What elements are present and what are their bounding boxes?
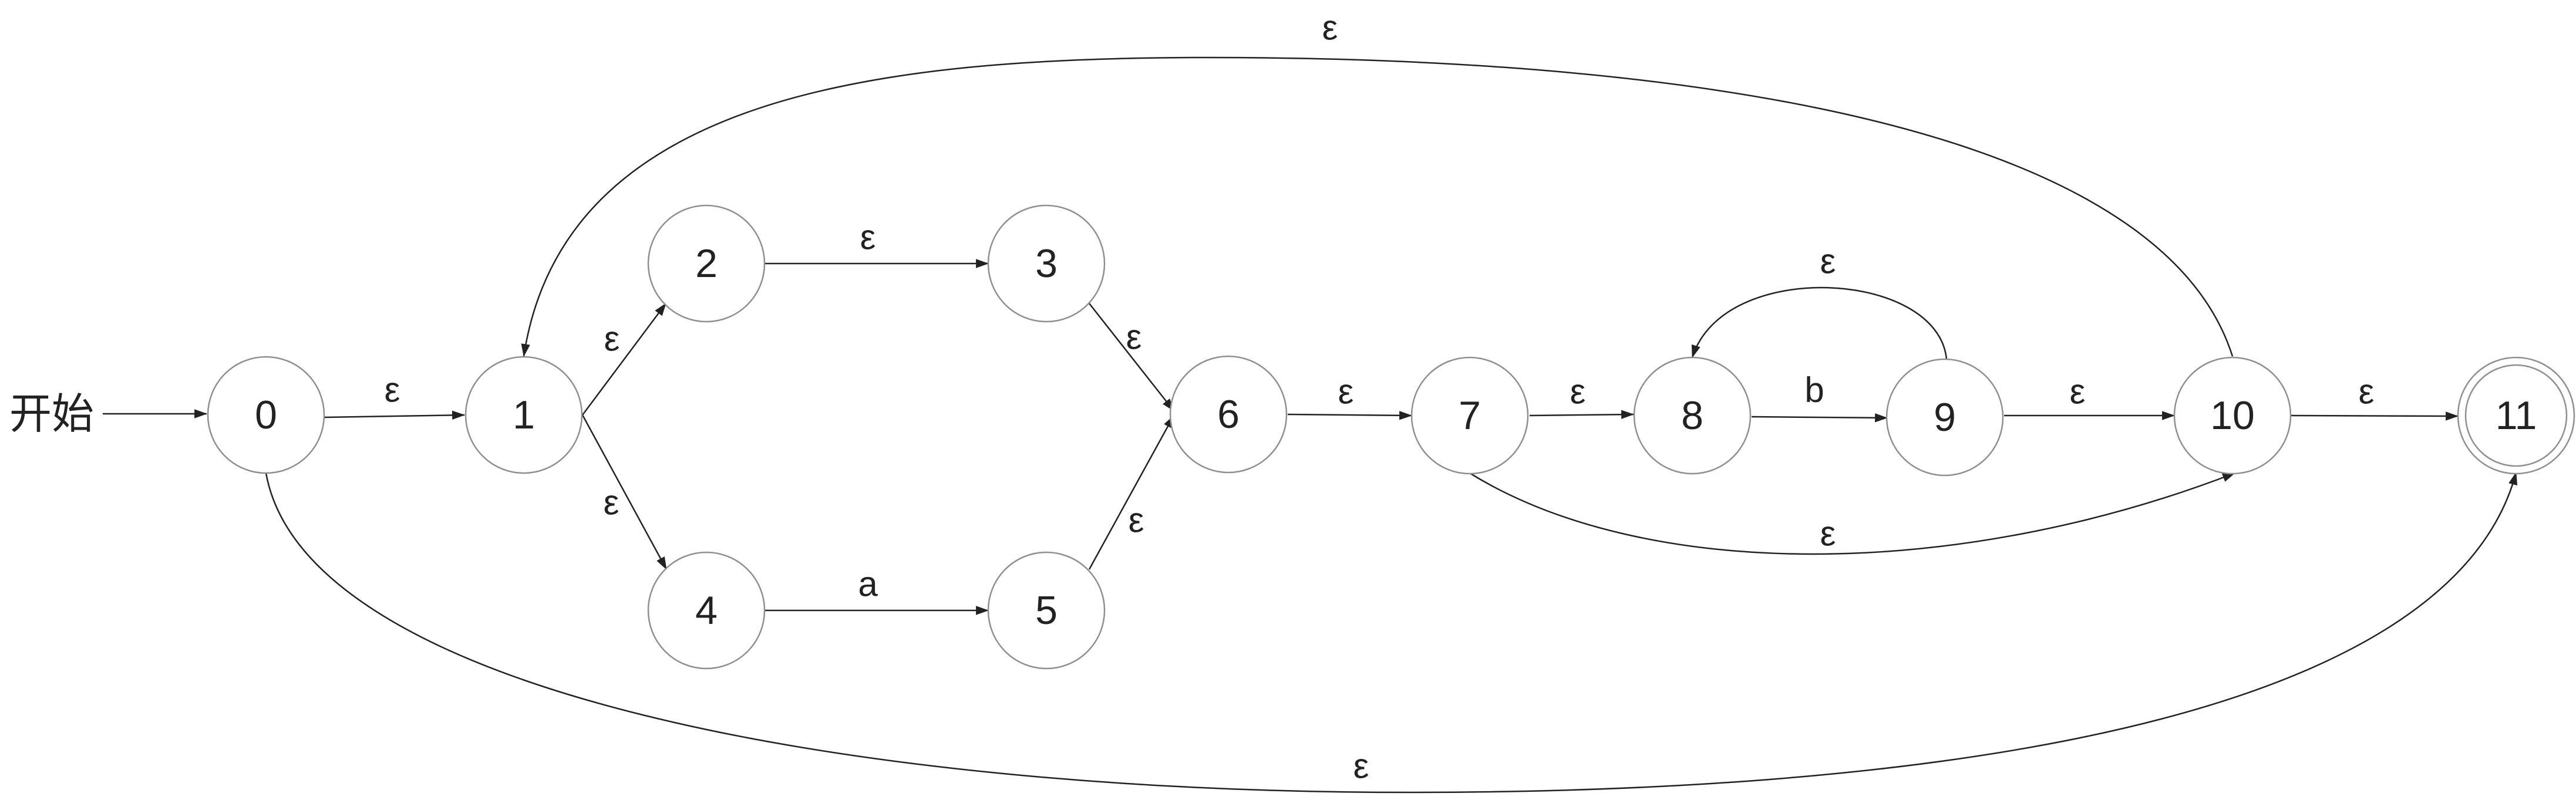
- state-label-10: 10: [2210, 393, 2255, 438]
- state-label-5: 5: [1035, 588, 1058, 633]
- state-circle-2: [647, 204, 766, 323]
- state-label-4: 4: [695, 588, 718, 633]
- transition-label-5-to-6: ε: [1129, 501, 1144, 540]
- transition-labels-layer: ε ε ε ε a ε ε ε ε b ε ε ε ε ε ε: [385, 8, 2375, 786]
- state-circle-3: [987, 204, 1106, 323]
- state-5: 5: [987, 551, 1106, 670]
- transition-label-2-to-3: ε: [860, 218, 876, 257]
- transition-5-to-6: [1088, 415, 1175, 570]
- transitions-layer: [103, 56, 2518, 794]
- state-11: 11: [2457, 356, 2575, 475]
- transition-label-8-to-9: b: [1804, 370, 1824, 410]
- state-7: 7: [1410, 356, 1529, 475]
- state-circle-0: [207, 356, 325, 474]
- transition-1-to-2: [581, 303, 667, 416]
- state-label-11: 11: [2496, 393, 2537, 438]
- transition-6-to-7: [1287, 411, 1413, 420]
- transition-label-3-to-6: ε: [1126, 318, 1142, 357]
- start-label: 开始: [9, 389, 94, 438]
- transition-label-0-to-1: ε: [385, 370, 400, 410]
- transition-1-to-4: [581, 414, 668, 570]
- state-9: 9: [1885, 358, 2004, 477]
- transition-label-0-to-11: ε: [1353, 747, 1369, 786]
- state-label-7: 7: [1459, 393, 1481, 438]
- state-label-3: 3: [1035, 241, 1058, 286]
- transition-7-to-8: [1529, 410, 1635, 419]
- state-circle-10: [2173, 356, 2292, 475]
- state-circle-5: [987, 551, 1106, 670]
- transition-7-to-10: [1469, 472, 2236, 555]
- transition-label-7-to-8: ε: [1570, 372, 1586, 411]
- transition-label-9-to-10: ε: [2070, 372, 2086, 411]
- transition-8-to-9: [1751, 413, 1888, 423]
- state-circle-6: [1169, 355, 1288, 474]
- transition-label-10-to-11: ε: [2359, 372, 2375, 411]
- transition-label-10-to-1: ε: [1322, 8, 1338, 48]
- transition-label-9-to-8: ε: [1820, 242, 1836, 281]
- transition-label-1-to-4: ε: [604, 483, 619, 522]
- state-label-0: 0: [255, 393, 277, 437]
- accepting-state-inner-circle: [2464, 364, 2568, 467]
- transition-0-to-1: [324, 410, 466, 420]
- state-label-6: 6: [1217, 392, 1240, 437]
- transition-9-to-8: [1691, 286, 1948, 360]
- state-8: 8: [1633, 356, 1752, 475]
- state-label-8: 8: [1681, 393, 1703, 438]
- state-0: 0: [207, 356, 325, 474]
- state-circle-4: [647, 551, 766, 670]
- states-layer: 0 1 2 3 4 5 6 7 8 9 10 11: [207, 204, 2575, 670]
- transition-10-to-1: [521, 56, 2234, 357]
- state-4: 4: [647, 551, 766, 670]
- state-circle-7: [1410, 356, 1529, 475]
- state-label-2: 2: [695, 241, 718, 286]
- state-1: 1: [464, 356, 583, 474]
- transition-0-to-11: [265, 471, 2518, 794]
- transition-label-7-to-10: ε: [1820, 514, 1836, 553]
- state-circle-8: [1633, 356, 1752, 475]
- state-label-1: 1: [513, 393, 535, 437]
- state-circle-9: [1885, 358, 2004, 477]
- transition-3-to-6: [1089, 303, 1174, 411]
- state-3: 3: [987, 204, 1106, 323]
- transition-label-6-to-7: ε: [1338, 372, 1354, 411]
- state-2: 2: [647, 204, 766, 323]
- state-label-9: 9: [1934, 395, 1956, 440]
- state-10: 10: [2173, 356, 2292, 475]
- state-circle-1: [464, 356, 583, 474]
- transition-label-4-to-5: a: [858, 565, 878, 604]
- transition-label-1-to-2: ε: [604, 319, 620, 359]
- state-6: 6: [1169, 355, 1288, 474]
